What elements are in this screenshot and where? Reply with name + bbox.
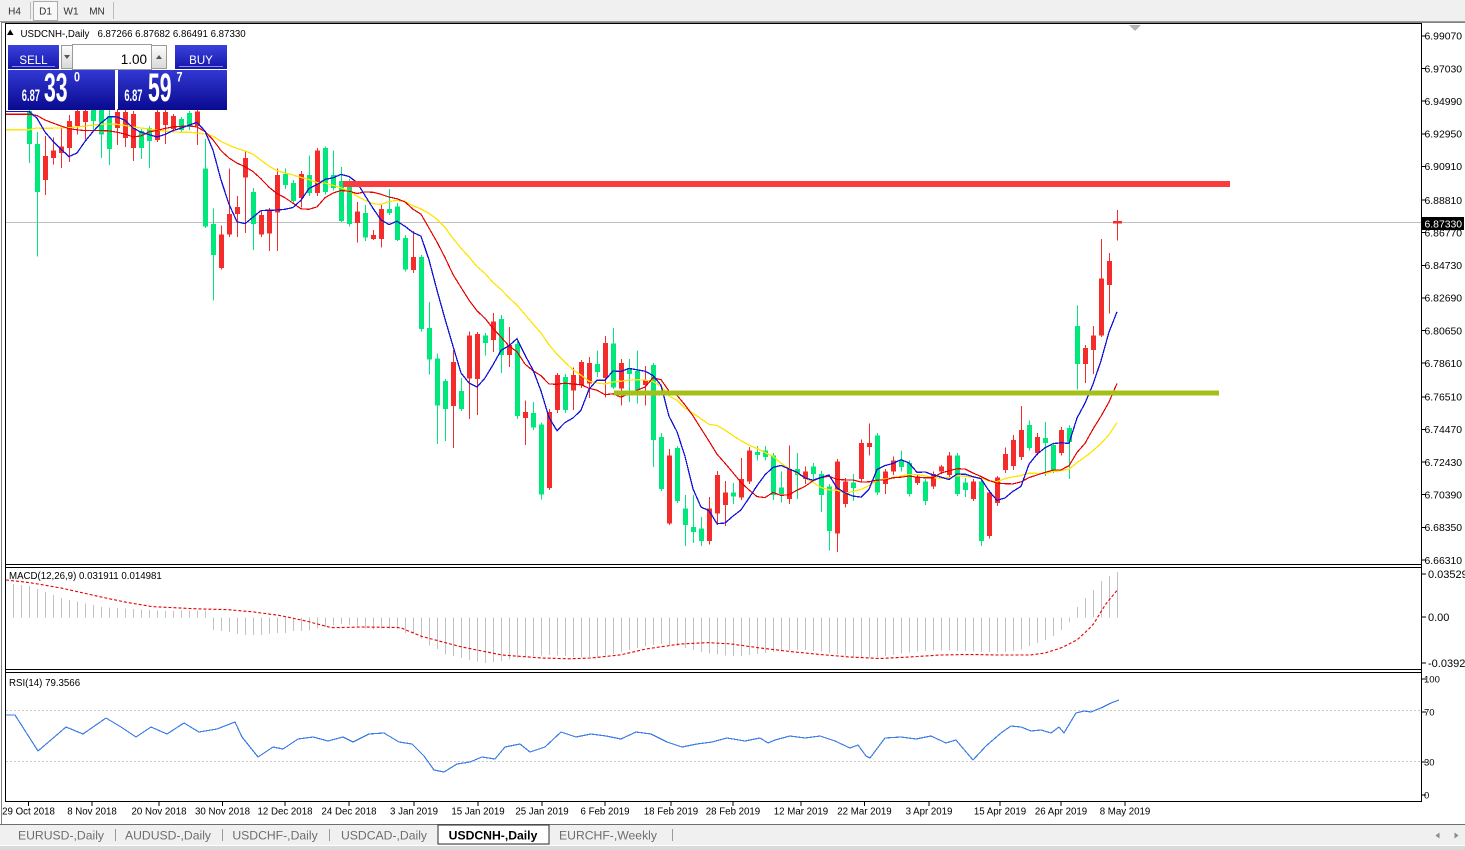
svg-text:29 Oct 2018: 29 Oct 2018: [2, 807, 55, 818]
svg-text:15 Apr 2019: 15 Apr 2019: [974, 807, 1026, 818]
svg-text:SELL: SELL: [19, 55, 48, 67]
svg-text:6.80650: 6.80650: [1425, 326, 1463, 337]
svg-text:6.87: 6.87: [124, 86, 142, 105]
svg-text:BUY: BUY: [189, 55, 213, 67]
svg-text:D1: D1: [39, 7, 52, 18]
svg-text:25 Jan 2019: 25 Jan 2019: [515, 807, 568, 818]
svg-text:-0.039223: -0.039223: [1428, 658, 1465, 670]
svg-text:6.74470: 6.74470: [1425, 425, 1463, 436]
svg-text:6.87: 6.87: [22, 86, 40, 105]
svg-text:0: 0: [1424, 790, 1429, 801]
svg-text:AUDUSD-,Daily: AUDUSD-,Daily: [125, 829, 212, 843]
svg-text:RSI(14) 79.3566: RSI(14) 79.3566: [9, 678, 80, 689]
svg-text:6.99070: 6.99070: [1425, 32, 1463, 43]
svg-text:33: 33: [44, 65, 68, 110]
svg-text:6.68350: 6.68350: [1425, 523, 1463, 534]
svg-text:MACD(12,26,9) 0.031911 0.01498: MACD(12,26,9) 0.031911 0.014981: [9, 571, 162, 582]
svg-text:6.97030: 6.97030: [1425, 64, 1463, 75]
svg-text:EURUSD-,Daily: EURUSD-,Daily: [18, 829, 105, 843]
svg-text:6.66310: 6.66310: [1425, 556, 1463, 567]
svg-text:6.90910: 6.90910: [1425, 162, 1463, 173]
svg-text:MN: MN: [89, 7, 105, 18]
svg-text:8 May 2019: 8 May 2019: [1100, 807, 1151, 818]
svg-text:6.92950: 6.92950: [1425, 130, 1463, 141]
svg-text:59: 59: [148, 65, 172, 110]
svg-text:12 Mar 2019: 12 Mar 2019: [774, 807, 828, 818]
svg-text:28 Feb 2019: 28 Feb 2019: [706, 807, 760, 818]
svg-text:USDCHF-,Daily: USDCHF-,Daily: [232, 829, 318, 843]
svg-text:20 Nov 2018: 20 Nov 2018: [132, 807, 187, 818]
svg-text:22 Mar 2019: 22 Mar 2019: [837, 807, 891, 818]
svg-text:6.76510: 6.76510: [1425, 393, 1463, 404]
svg-text:6.94990: 6.94990: [1425, 97, 1463, 108]
svg-text:0.00: 0.00: [1428, 612, 1449, 624]
svg-text:6.87330: 6.87330: [1425, 219, 1463, 230]
svg-text:EURCHF-,Weekly: EURCHF-,Weekly: [559, 829, 658, 843]
svg-text:3 Apr 2019: 3 Apr 2019: [906, 807, 953, 818]
svg-text:USDCNH-,Daily: USDCNH-,Daily: [449, 829, 538, 843]
svg-text:26 Apr 2019: 26 Apr 2019: [1035, 807, 1087, 818]
svg-text:7: 7: [177, 69, 183, 84]
svg-text:W1: W1: [64, 7, 79, 18]
svg-text:70: 70: [1424, 707, 1435, 718]
svg-text:6.82690: 6.82690: [1425, 294, 1463, 305]
svg-text:6.78610: 6.78610: [1425, 359, 1463, 370]
svg-text:6.70390: 6.70390: [1425, 491, 1463, 502]
svg-text:24 Dec 2018: 24 Dec 2018: [322, 807, 377, 818]
svg-text:6.84730: 6.84730: [1425, 261, 1463, 272]
svg-text:USDCAD-,Daily: USDCAD-,Daily: [341, 829, 428, 843]
svg-text:6.86770: 6.86770: [1425, 228, 1463, 239]
svg-text:USDCNH-,Daily 6.87266 6.8768: USDCNH-,Daily 6.87266 6.87682 6.86491 6.…: [21, 29, 247, 40]
svg-text:6 Feb 2019: 6 Feb 2019: [580, 807, 629, 818]
svg-text:H4: H4: [8, 7, 21, 18]
svg-text:30: 30: [1424, 757, 1435, 768]
svg-text:15 Jan 2019: 15 Jan 2019: [451, 807, 504, 818]
svg-text:100: 100: [1424, 674, 1440, 685]
svg-text:6.72430: 6.72430: [1425, 458, 1463, 469]
svg-text:8 Nov 2018: 8 Nov 2018: [67, 807, 117, 818]
svg-text:12 Dec 2018: 12 Dec 2018: [258, 807, 313, 818]
svg-text:0.035298: 0.035298: [1428, 569, 1465, 581]
svg-text:30 Nov 2018: 30 Nov 2018: [195, 807, 250, 818]
svg-text:6.88810: 6.88810: [1425, 196, 1463, 207]
svg-text:18 Feb 2019: 18 Feb 2019: [644, 807, 698, 818]
svg-text:0: 0: [74, 69, 80, 84]
svg-text:3 Jan 2019: 3 Jan 2019: [390, 807, 438, 818]
svg-text:1.00: 1.00: [121, 52, 147, 67]
